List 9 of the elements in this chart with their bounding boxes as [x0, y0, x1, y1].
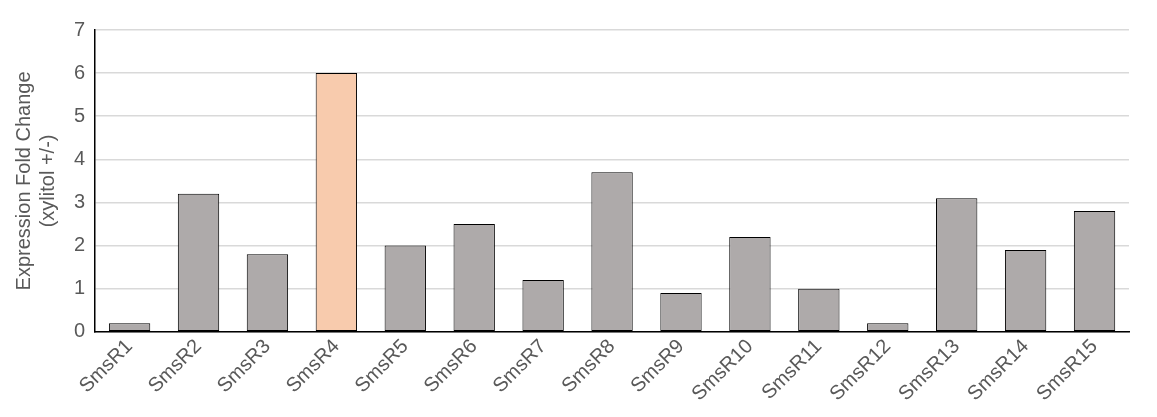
y-tick-label: 0: [74, 319, 86, 342]
y-tick-label: 2: [74, 233, 86, 256]
y-tick-label: 5: [74, 103, 86, 126]
y-tick-label: 3: [74, 189, 86, 212]
y-tick-label: 6: [74, 60, 86, 83]
y-tick-label: 1: [74, 276, 86, 299]
y-axis-title: Expression Fold Change (xylitol +/-): [11, 71, 58, 291]
y-tick-label: 4: [74, 146, 86, 169]
y-tick-label: 7: [74, 17, 86, 40]
